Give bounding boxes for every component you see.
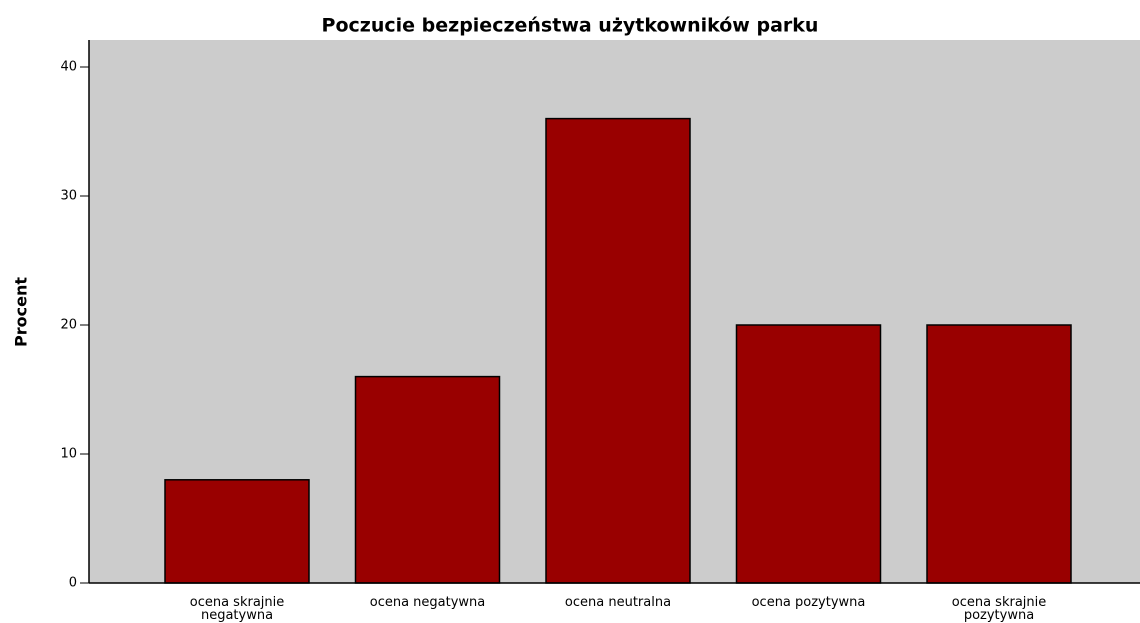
bar [545, 117, 691, 584]
x-tick-label: ocena pozytywna [751, 595, 866, 610]
bar [164, 479, 310, 584]
x-tick-label: ocena negatywna [369, 595, 486, 610]
y-tick-label: 40 [60, 60, 77, 75]
bar [354, 375, 501, 584]
chart-title: Poczucie bezpieczeństwa użytkowników par… [322, 15, 819, 37]
x-tick-label: ocena skrajnie pozytywna [951, 595, 1047, 623]
y-axis-label: Procent [12, 277, 31, 347]
bar [926, 324, 1072, 584]
x-tick-label: ocena skrajnie negatywna [189, 595, 285, 623]
y-tick-label: 0 [69, 576, 77, 591]
y-tick-label: 30 [60, 189, 77, 204]
x-tick-label: ocena neutralna [564, 595, 672, 610]
y-tick-label: 10 [60, 447, 77, 462]
y-tick-label: 20 [60, 318, 77, 333]
bar [735, 324, 882, 584]
